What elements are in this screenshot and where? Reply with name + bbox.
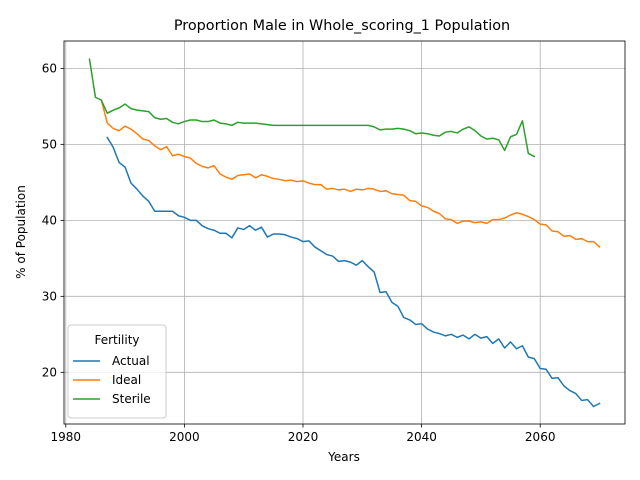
y-tick-label: 50 — [42, 138, 57, 152]
series-line-actual — [106, 136, 601, 408]
chart-title: Proportion Male in Whole_scoring_1 Popul… — [174, 18, 510, 34]
x-tick-label: 2000 — [169, 430, 200, 444]
legend-box — [67, 324, 167, 419]
legend-label: Actual — [112, 354, 150, 368]
legend-items: Actual Ideal Sterile — [73, 354, 151, 406]
legend-item-actual: Actual — [73, 354, 150, 368]
legend-item-ideal: Ideal — [73, 373, 141, 387]
x-axis: 1980 2000 2020 2040 2060 — [51, 424, 556, 444]
x-tick-label: 2060 — [525, 430, 556, 444]
y-tick-label: 30 — [42, 290, 57, 304]
x-axis-label: Years — [327, 450, 360, 464]
y-tick-label: 60 — [42, 62, 57, 76]
series-line-ideal — [100, 99, 601, 248]
legend: Fertility Actual Ideal Sterile — [67, 324, 167, 419]
legend-label: Sterile — [112, 392, 151, 406]
x-tick-label: 2020 — [288, 430, 319, 444]
series-lines — [88, 58, 601, 408]
y-axis: 20 30 40 50 60 — [42, 62, 64, 380]
legend-item-sterile: Sterile — [73, 392, 151, 406]
y-tick-label: 40 — [42, 214, 57, 228]
x-tick-label: 1980 — [51, 430, 82, 444]
series-line-sterile — [88, 58, 536, 158]
legend-title: Fertility — [94, 333, 139, 347]
plot-frame — [63, 40, 626, 425]
y-axis-label: % of Population — [14, 185, 28, 279]
x-tick-label: 2040 — [406, 430, 437, 444]
y-tick-label: 20 — [42, 366, 57, 380]
legend-label: Ideal — [112, 373, 141, 387]
